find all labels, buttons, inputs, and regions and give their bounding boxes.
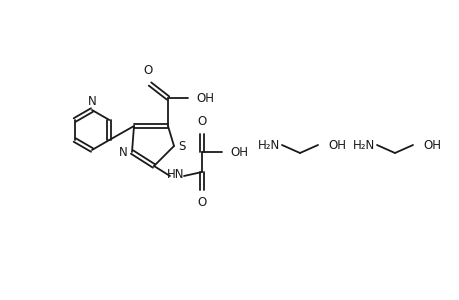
Text: HN: HN <box>167 169 185 182</box>
Text: S: S <box>178 140 185 152</box>
Text: OH: OH <box>422 139 440 152</box>
Text: H₂N: H₂N <box>352 139 374 152</box>
Text: N: N <box>119 146 128 158</box>
Text: OH: OH <box>327 139 345 152</box>
Text: O: O <box>197 115 206 128</box>
Text: H₂N: H₂N <box>257 139 280 152</box>
Text: N: N <box>87 95 96 108</box>
Text: OH: OH <box>230 146 247 158</box>
Text: OH: OH <box>196 92 213 104</box>
Text: O: O <box>143 64 152 77</box>
Text: O: O <box>197 196 206 209</box>
